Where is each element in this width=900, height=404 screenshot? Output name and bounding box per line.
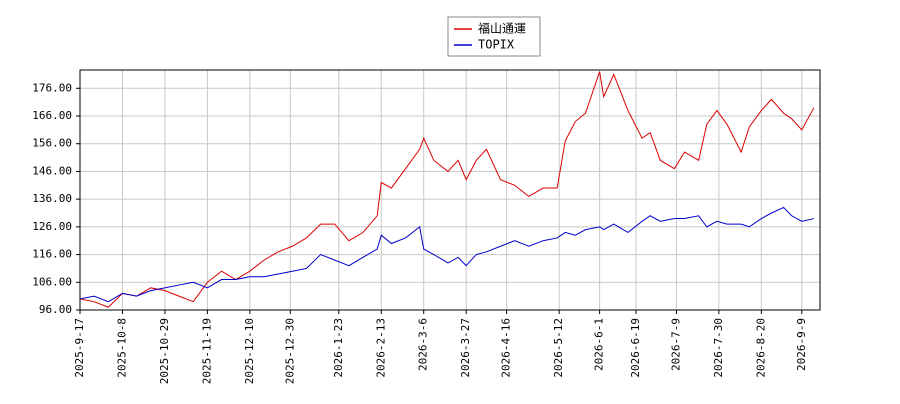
grid bbox=[79, 70, 820, 311]
y-tick-label: 166.00 bbox=[32, 109, 72, 122]
y-tick-label: 126.00 bbox=[32, 220, 72, 233]
plot-area bbox=[80, 70, 820, 310]
legend: 福山通運 TOPIX bbox=[447, 16, 541, 57]
lines bbox=[79, 71, 815, 308]
y-tick-label: 136.00 bbox=[32, 192, 72, 205]
y-tick-label: 96.00 bbox=[39, 303, 72, 316]
x-tick-label: 2025-11-19 bbox=[200, 318, 213, 384]
x-tick-label: 2026-4-16 bbox=[500, 318, 513, 378]
y-tick-label: 146.00 bbox=[32, 164, 72, 177]
x-tick-label: 2026-1-23 bbox=[332, 318, 345, 378]
legend-label: 福山通運 bbox=[478, 21, 526, 36]
x-tick-label: 2026-9-9 bbox=[795, 318, 808, 371]
x-tick-label: 2026-7-30 bbox=[712, 318, 725, 378]
x-tick-label: 2026-2-13 bbox=[374, 318, 387, 378]
x-tick-label: 2026-8-20 bbox=[754, 318, 767, 378]
x-tick-label: 2026-6-1 bbox=[593, 318, 606, 371]
legend-label: TOPIX bbox=[478, 38, 515, 52]
y-tick-label: 156.00 bbox=[32, 137, 72, 150]
x-tick-label: 2026-3-6 bbox=[417, 318, 430, 371]
y-tick-label: 106.00 bbox=[32, 275, 72, 288]
x-tick-label: 2025-10-29 bbox=[158, 318, 171, 384]
y-tick-label: 176.00 bbox=[32, 81, 72, 94]
x-tick-label: 2026-6-19 bbox=[629, 318, 642, 378]
x-tick-label: 2025-9-17 bbox=[73, 318, 86, 378]
legend-box bbox=[447, 16, 541, 57]
x-tick-label: 2026-5-12 bbox=[552, 318, 565, 378]
x-tick-label: 2025-10-8 bbox=[115, 318, 128, 378]
y-tick-label: 116.00 bbox=[32, 248, 72, 261]
x-tick-label: 2025-12-30 bbox=[283, 318, 296, 384]
plot-frame bbox=[79, 69, 821, 311]
series-line bbox=[79, 206, 815, 303]
x-tick-label: 2025-12-10 bbox=[243, 318, 256, 384]
x-tick-label: 2026-7-9 bbox=[669, 318, 682, 371]
series-line bbox=[79, 71, 815, 308]
tick-labels: 96.00 106.00 116.00 126.00 136.00 146.00 156.0… bbox=[32, 81, 808, 384]
x-tick-label: 2026-3-27 bbox=[459, 318, 472, 378]
